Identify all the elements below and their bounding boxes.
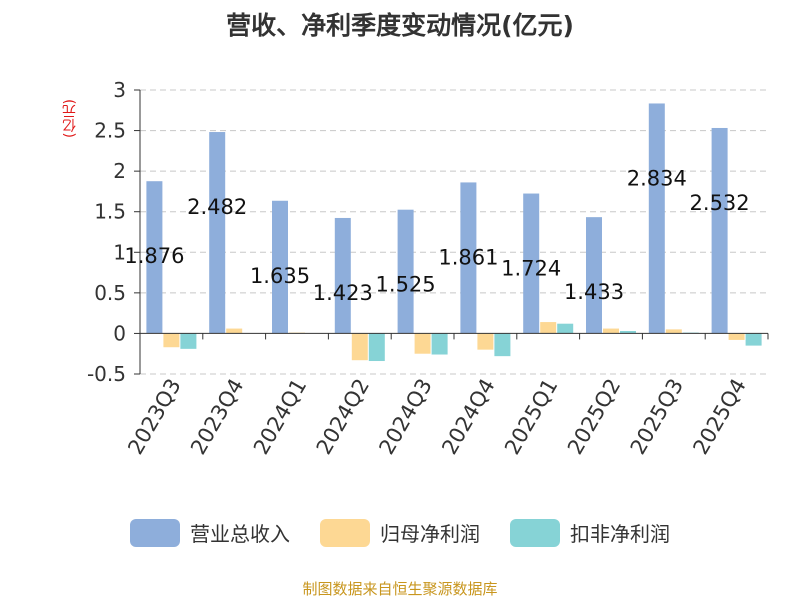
- data-label: 1.876: [124, 244, 184, 268]
- bar-net-profit: [351, 333, 368, 361]
- data-label: 1.423: [313, 281, 373, 305]
- x-tick-label: 2024Q2: [312, 375, 374, 459]
- x-tick-label: 2024Q3: [374, 374, 436, 458]
- chart-legend: 营业总收入 归母净利润 扣非净利润: [0, 518, 800, 547]
- legend-item-net-profit[interactable]: 归母净利润: [320, 518, 480, 547]
- x-tick-label: 2023Q4: [186, 375, 248, 459]
- bar-net-profit: [665, 329, 682, 334]
- data-label: 2.834: [627, 166, 687, 190]
- y-tick-label: 0: [113, 321, 126, 345]
- y-tick-label: -0.5: [87, 362, 126, 386]
- legend-item-revenue[interactable]: 营业总收入: [130, 518, 290, 547]
- bar-deducted-net-profit: [745, 333, 762, 346]
- bar-net-profit: [414, 333, 431, 354]
- y-tick-label: 1: [113, 240, 126, 264]
- x-tick-label: 2024Q1: [249, 375, 311, 459]
- data-label: 1.635: [250, 264, 310, 288]
- bar-revenue: [460, 182, 477, 334]
- x-tick-label: 2025Q2: [563, 375, 625, 459]
- x-tick-label: 2024Q4: [437, 375, 499, 459]
- source-note: 制图数据来自恒生聚源数据库: [302, 580, 498, 598]
- bar-deducted-net-profit: [494, 333, 511, 357]
- bar-deducted-net-profit: [431, 333, 448, 355]
- bar-revenue: [648, 103, 665, 334]
- y-tick-label: 2: [113, 159, 126, 183]
- legend-label: 归母净利润: [380, 522, 480, 546]
- bar-revenue: [272, 200, 288, 334]
- x-tick-label: 2025Q3: [626, 375, 688, 459]
- x-tick-label: 2025Q4: [688, 375, 750, 459]
- data-label: 2.482: [187, 195, 247, 219]
- bar-revenue: [523, 193, 540, 334]
- bar-revenue: [397, 209, 414, 334]
- legend-swatch: [320, 518, 370, 547]
- x-tick-label: 2023Q3: [123, 375, 185, 459]
- bar-net-profit: [477, 333, 494, 350]
- bar-deducted-net-profit: [180, 333, 197, 349]
- bar-deducted-net-profit: [368, 333, 385, 362]
- bar-revenue: [146, 181, 163, 334]
- y-tick-label: 3: [113, 78, 126, 102]
- bar-revenue: [334, 217, 351, 334]
- bar-net-profit: [226, 328, 243, 334]
- bar-net-profit: [540, 322, 557, 334]
- x-tick-label: 2025Q1: [500, 375, 562, 459]
- bar-deducted-net-profit: [620, 330, 636, 334]
- legend-item-deducted-net-profit[interactable]: 扣非净利润: [510, 518, 670, 547]
- y-tick-label: 1.5: [94, 200, 126, 224]
- bar-deducted-net-profit: [557, 323, 574, 334]
- data-label: 1.861: [438, 245, 498, 269]
- data-label: 1.525: [376, 273, 436, 297]
- y-tick-label: 2.5: [94, 119, 126, 143]
- data-label: 2.532: [690, 191, 750, 215]
- legend-label: 扣非净利润: [570, 522, 670, 546]
- bar-net-profit: [728, 333, 745, 340]
- legend-label: 营业总收入: [190, 522, 290, 546]
- data-label: 1.724: [501, 257, 561, 281]
- y-tick-label: 0.5: [94, 281, 126, 305]
- chart-title: 营收、净利季度变动情况(亿元): [226, 11, 574, 40]
- bar-net-profit: [603, 328, 619, 334]
- bar-revenue: [586, 217, 602, 334]
- bar-revenue: [209, 132, 226, 334]
- legend-swatch: [510, 518, 560, 547]
- bar-revenue: [711, 127, 728, 334]
- data-label: 1.433: [564, 280, 624, 304]
- legend-swatch: [130, 518, 180, 547]
- bar-net-profit: [163, 333, 180, 348]
